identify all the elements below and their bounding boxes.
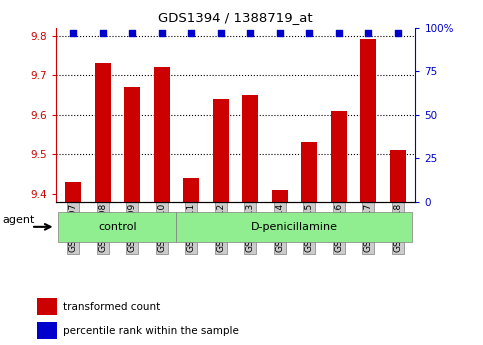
Point — [99, 30, 107, 36]
Text: agent: agent — [3, 215, 35, 225]
Text: D-penicillamine: D-penicillamine — [251, 222, 338, 232]
Bar — [154, 67, 170, 202]
Point — [394, 30, 401, 36]
Bar — [176, 212, 412, 241]
Bar — [360, 39, 376, 202]
Point — [128, 30, 136, 36]
Bar — [271, 190, 288, 202]
Point — [158, 30, 166, 36]
Bar — [58, 212, 176, 241]
Bar — [65, 182, 81, 202]
Point — [276, 30, 284, 36]
Bar — [330, 111, 347, 202]
Point — [70, 30, 77, 36]
Point — [335, 30, 342, 36]
Title: GDS1394 / 1388719_at: GDS1394 / 1388719_at — [158, 11, 313, 24]
Point — [246, 30, 254, 36]
Bar — [37, 298, 57, 315]
Bar — [124, 87, 141, 202]
Point — [217, 30, 225, 36]
Bar — [301, 142, 317, 202]
Bar — [95, 63, 111, 202]
Text: control: control — [98, 222, 137, 232]
Point — [305, 30, 313, 36]
Point — [187, 30, 195, 36]
Bar — [183, 178, 199, 202]
Bar — [37, 322, 57, 339]
Bar — [390, 150, 406, 202]
Text: transformed count: transformed count — [63, 302, 160, 312]
Bar — [213, 99, 229, 202]
Bar — [242, 95, 258, 202]
Text: percentile rank within the sample: percentile rank within the sample — [63, 326, 239, 336]
Point — [364, 30, 372, 36]
